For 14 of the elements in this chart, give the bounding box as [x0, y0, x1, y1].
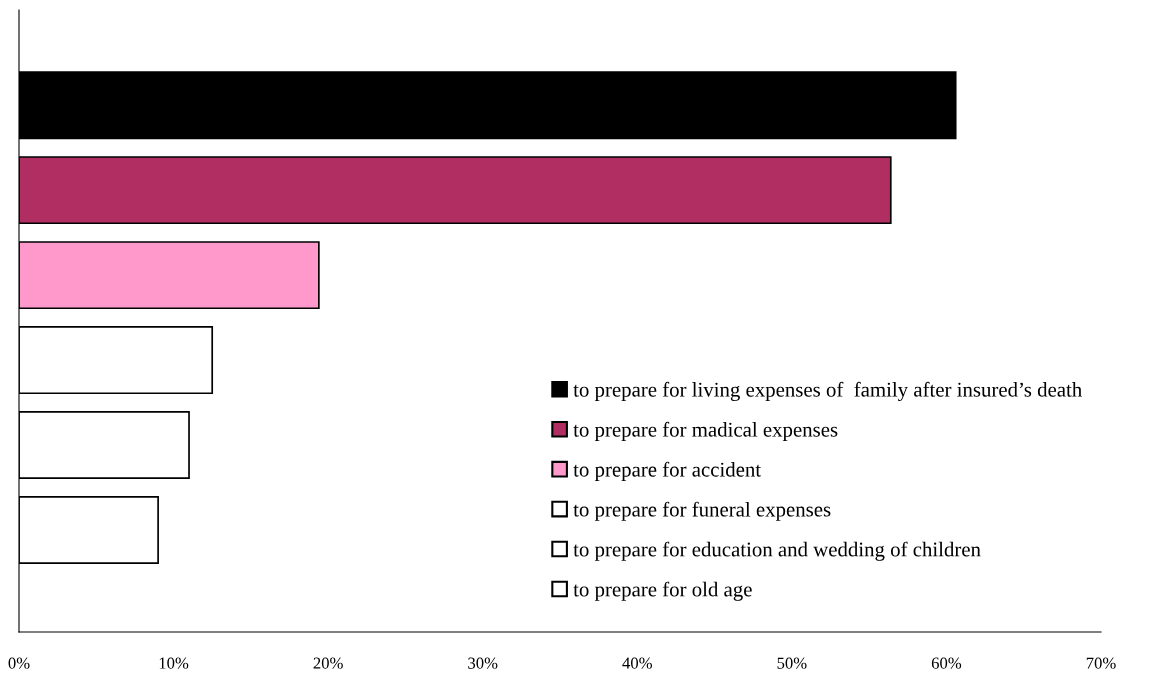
- legend-label: to prepare for madical expenses: [573, 421, 838, 441]
- x-tick-label: 0%: [8, 657, 30, 669]
- x-tick-label: 40%: [622, 657, 652, 669]
- legend-label: to prepare for funeral expenses: [573, 501, 831, 521]
- x-tick-label: 10%: [159, 657, 189, 669]
- x-tick-label: 60%: [931, 657, 962, 669]
- x-tick-label: 20%: [313, 657, 343, 669]
- x-tick-label: 70%: [1086, 657, 1116, 669]
- x-tick-label: 50%: [777, 657, 807, 669]
- legend-label: to prepare for living expenses of family after insured’s death: [573, 381, 1082, 401]
- legend-label: to prepare for accident: [573, 461, 761, 481]
- legend-label: to prepare for old age: [573, 581, 752, 601]
- x-tick-label: 30%: [468, 657, 498, 669]
- legend-label: to prepare for education and wedding of children: [573, 541, 981, 561]
